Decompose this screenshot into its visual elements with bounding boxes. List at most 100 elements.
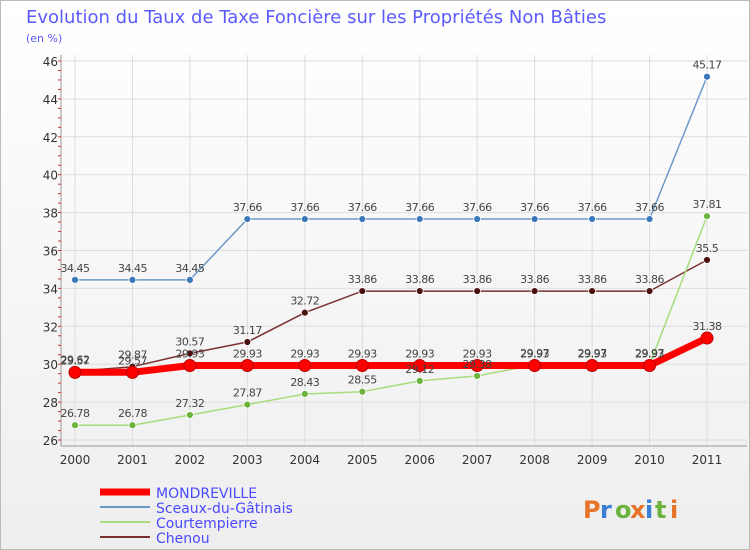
data-point [71, 421, 79, 430]
data-label: 45.17 [693, 59, 722, 72]
data-point [186, 275, 194, 284]
data-label: 29.93 [405, 348, 434, 361]
data-point [300, 308, 309, 317]
x-tick-label: 2006 [404, 453, 435, 467]
data-label: 29.97 [635, 347, 664, 360]
data-label: 26.78 [118, 407, 147, 420]
data-label: 31.38 [693, 320, 722, 333]
data-point [700, 331, 714, 345]
data-point [473, 372, 482, 380]
data-point [470, 359, 484, 373]
data-point [243, 215, 252, 223]
data-label: 30.57 [175, 335, 204, 348]
data-point [703, 256, 711, 264]
series-points [68, 72, 714, 430]
y-tick-label: 34 [43, 282, 58, 296]
data-label: 27.87 [233, 387, 262, 400]
data-label: 29.93 [348, 348, 377, 361]
data-point [588, 287, 596, 295]
axes: 26 28 30 32 34 36 38 40 42 44 46 2000 2001 2002 2003 20… [43, 55, 747, 467]
data-label: 29.93 [635, 348, 664, 361]
y-tick-label: 26 [43, 434, 58, 448]
data-label: 29.93 [578, 348, 607, 361]
data-point [358, 287, 367, 295]
data-label: 37.66 [290, 201, 319, 214]
data-point [128, 275, 137, 284]
data-label: 37.66 [233, 201, 262, 214]
data-point [415, 287, 424, 295]
data-label: 26.78 [61, 407, 90, 420]
data-point [645, 287, 654, 295]
x-tick-label: 2004 [290, 453, 321, 467]
data-point [355, 359, 369, 373]
logo-letter: i [645, 496, 653, 524]
y-tick-label: 28 [43, 396, 58, 410]
y-tick-label: 44 [43, 93, 58, 107]
data-label: 33.86 [348, 273, 377, 286]
data-point [68, 365, 82, 379]
legend-label: Sceaux-du-Gâtinais [156, 501, 293, 517]
series-line-mondreville [71, 334, 711, 376]
data-point [300, 215, 309, 223]
data-point [528, 359, 542, 373]
data-label: 32.72 [290, 295, 319, 308]
data-label: 35.5 [696, 242, 719, 255]
data-point [645, 215, 654, 223]
x-tick-label: 2009 [577, 453, 608, 467]
data-point [530, 215, 539, 223]
logo-letter: r [600, 496, 612, 524]
logo-letter: o [615, 496, 632, 524]
data-label: 29.12 [405, 363, 434, 376]
data-label: 29.87 [118, 349, 147, 362]
data-label: 37.66 [463, 201, 492, 214]
data-label: 29.97 [578, 347, 607, 360]
data-label: 34.45 [61, 262, 90, 275]
data-point [413, 359, 427, 373]
logo-letter: t [655, 496, 666, 524]
series-line-sceaux-du-g-tinais [74, 75, 708, 281]
data-point [125, 365, 139, 379]
data-point [585, 359, 599, 373]
x-tick-label: 2005 [347, 453, 378, 467]
data-label: 29.38 [463, 358, 492, 371]
data-point [243, 400, 252, 409]
y-axis-label: (en %) [26, 32, 62, 45]
y-tick-label: 30 [43, 358, 58, 372]
data-point [186, 349, 194, 358]
data-label: 33.86 [635, 273, 664, 286]
data-label: 29.57 [118, 354, 147, 367]
data-point [358, 215, 367, 223]
data-label: 29.97 [520, 347, 549, 360]
y-tick-label: 46 [43, 55, 58, 69]
data-label: 29.93 [233, 348, 262, 361]
x-tick-label: 2011 [692, 453, 723, 467]
logo-letter: P [583, 496, 601, 524]
x-tick-label: 2002 [175, 453, 206, 467]
data-label: 29.93 [463, 348, 492, 361]
y-tick-label: 40 [43, 169, 58, 183]
data-label: 29.62 [61, 353, 90, 366]
data-labels: 34.45 34.45 34.45 37.66 37.66 37.66 37.66 37.66… [61, 59, 723, 420]
data-label: 29.93 [290, 348, 319, 361]
x-tick-label: 2003 [232, 453, 263, 467]
data-label: 37.66 [635, 201, 664, 214]
logo-letter: i [670, 496, 678, 524]
data-point [298, 359, 312, 373]
data-point [643, 359, 657, 373]
series-lines [71, 75, 711, 426]
data-label: 37.66 [578, 201, 607, 214]
data-label: 33.86 [578, 273, 607, 286]
data-label: 33.86 [463, 273, 492, 286]
legend-label: Chenou [156, 531, 210, 547]
data-point [300, 390, 309, 398]
data-label: 37.66 [348, 201, 377, 214]
data-label: 34.45 [118, 262, 147, 275]
data-label: 37.66 [520, 201, 549, 214]
x-tick-label: 2000 [60, 453, 91, 467]
data-point [183, 359, 197, 373]
data-label: 29.57 [61, 354, 90, 367]
chart-title: Evolution du Taux de Taxe Foncière sur l… [26, 7, 606, 28]
